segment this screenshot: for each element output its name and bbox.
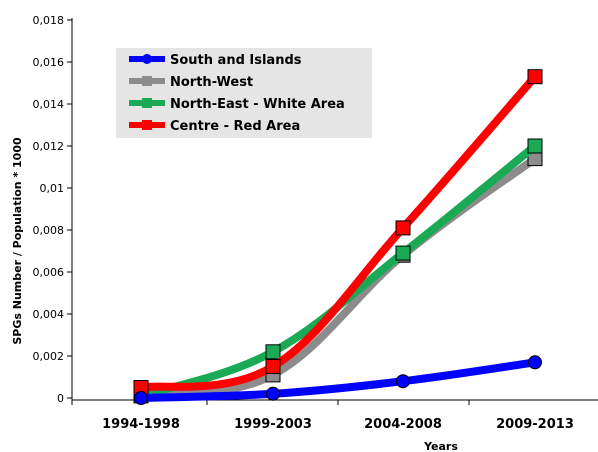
series-line (137, 154, 539, 398)
series-centre-red-area (133, 69, 543, 395)
x-axis-label: Years (423, 440, 458, 452)
y-tick-label: 0,016 (33, 56, 65, 69)
legend-label: Centre - Red Area (170, 119, 300, 134)
y-tick-labels: 0 0,002 0,004 0,006 0,008 0,01 0,012 0,014 0,016… (33, 14, 65, 405)
x-tick-label: 2009-2013 (496, 417, 574, 432)
x-tick-labels: 1994-1998 1999-2003 2004-2008 2009-2013 (102, 417, 574, 432)
data-point (395, 245, 411, 261)
y-tick-label: 0,012 (33, 140, 65, 153)
y-tick-label: 0,006 (33, 266, 65, 279)
legend-label: South and Islands (170, 53, 302, 68)
x-tick-label: 1994-1998 (102, 417, 180, 432)
data-point (265, 344, 281, 360)
legend-item-south-and-islands: South and Islands (129, 53, 302, 68)
series-line (137, 358, 539, 402)
data-point (266, 386, 280, 401)
data-point (527, 138, 543, 154)
x-tick-label: 1999-2003 (234, 417, 312, 432)
legend-marker (142, 120, 152, 130)
y-tick-label: 0 (57, 392, 64, 405)
y-tick-label: 0,004 (33, 308, 65, 321)
y-tick-label: 0,01 (40, 182, 65, 195)
series-north-east-white-area (133, 138, 543, 404)
legend: South and Islands North-West North-East - … (116, 48, 372, 138)
series-line (137, 72, 539, 392)
legend-marker (142, 98, 152, 108)
legend-item-north-west: North-West (129, 75, 253, 90)
y-tick-label: 0,018 (33, 14, 65, 27)
x-tick-label: 2004-2008 (364, 417, 442, 432)
series-south-and-islands (134, 355, 542, 405)
series-layer (133, 69, 543, 405)
legend-item-north-east-white-area: North-East - White Area (129, 97, 345, 112)
legend-label: North-West (170, 75, 253, 90)
data-point (528, 355, 542, 370)
y-tick-label: 0,014 (33, 98, 65, 111)
data-point (134, 391, 148, 405)
y-tick-label: 0,008 (33, 224, 65, 237)
data-point (265, 359, 281, 374)
series-line (137, 142, 539, 400)
data-point (395, 220, 411, 236)
legend-marker (142, 76, 152, 86)
data-point (396, 374, 410, 389)
legend-label: North-East - White Area (170, 97, 345, 112)
legend-marker (142, 54, 152, 64)
data-point (527, 69, 543, 85)
legend-item-centre-red-area: Centre - Red Area (129, 119, 300, 134)
y-axis-label: SPGs Number / Population * 1000 (11, 137, 24, 345)
y-tick-label: 0,002 (33, 350, 65, 363)
